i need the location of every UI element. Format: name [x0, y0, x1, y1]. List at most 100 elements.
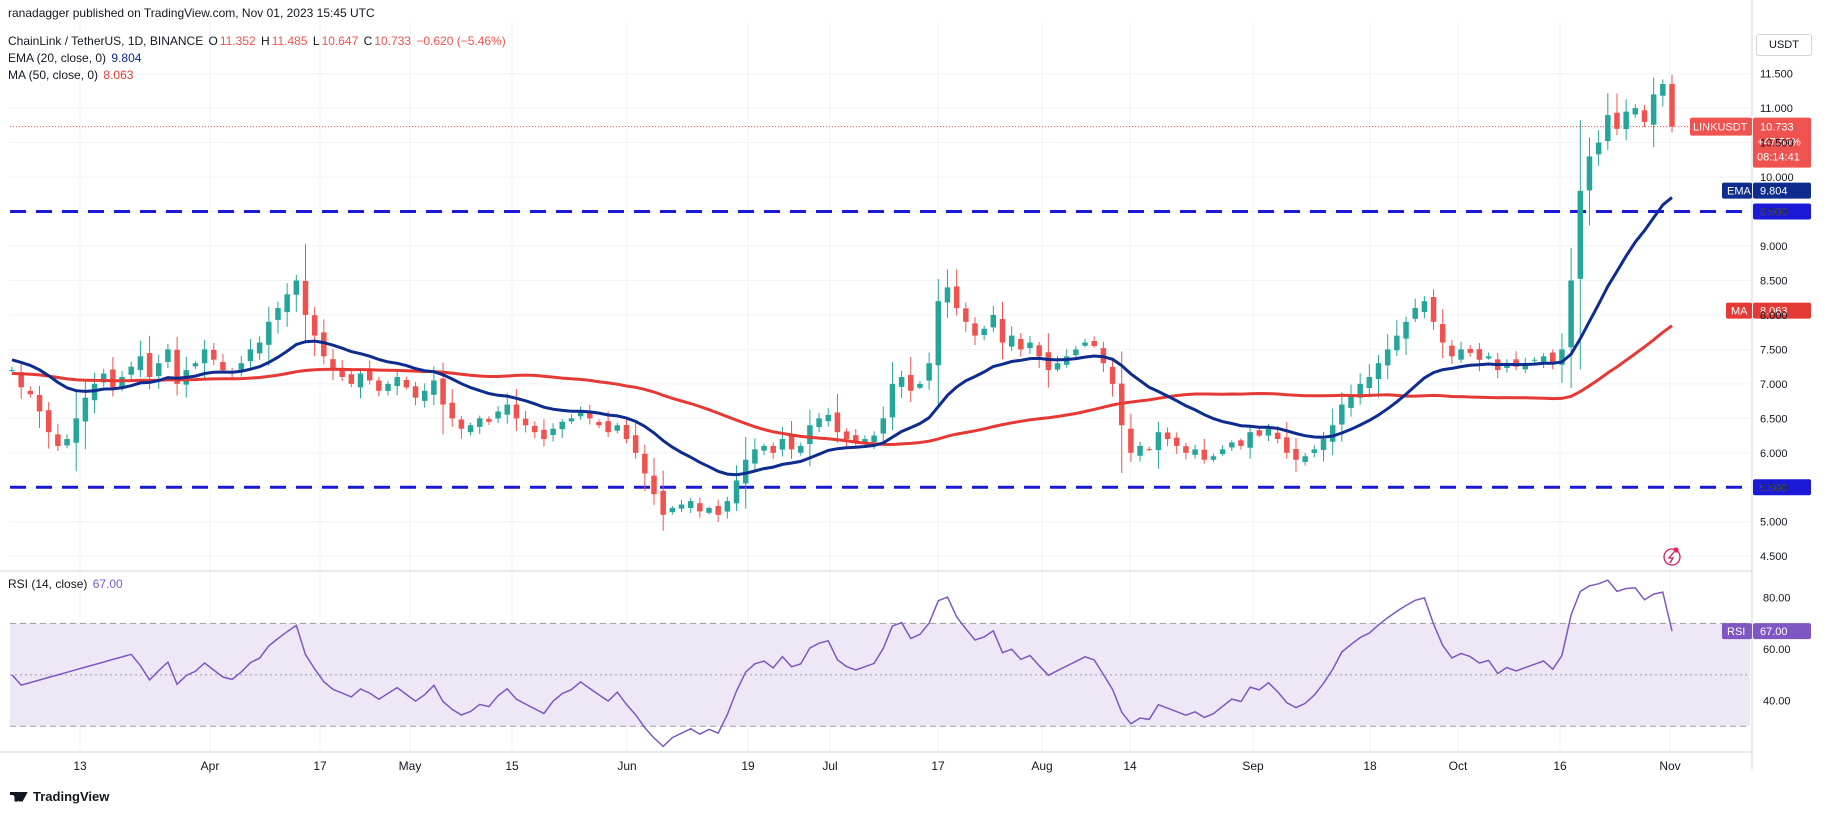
candle-body[interactable]	[82, 397, 89, 422]
candle-body[interactable]	[1559, 349, 1565, 365]
candle-body[interactable]	[1540, 356, 1547, 362]
candle-body[interactable]	[27, 390, 34, 395]
candle-body[interactable]	[660, 490, 666, 515]
candle-body[interactable]	[981, 328, 987, 336]
candle-body[interactable]	[1595, 142, 1602, 155]
candle-body[interactable]	[807, 425, 813, 445]
candle-body[interactable]	[1265, 428, 1272, 436]
candle-body[interactable]	[614, 425, 621, 431]
candle-body[interactable]	[871, 435, 877, 443]
candle-body[interactable]	[1329, 425, 1336, 442]
candle-body[interactable]	[55, 434, 61, 446]
candle-body[interactable]	[238, 363, 245, 370]
candle-body[interactable]	[1439, 324, 1446, 343]
candle-body[interactable]	[1550, 352, 1556, 364]
candle-body[interactable]	[999, 319, 1006, 343]
candle-body[interactable]	[1293, 448, 1299, 460]
candle-body[interactable]	[1073, 349, 1079, 356]
candle-body[interactable]	[1036, 345, 1042, 357]
candle-body[interactable]	[632, 435, 639, 453]
candle-body[interactable]	[311, 315, 318, 336]
candle-body[interactable]	[220, 361, 226, 371]
candle-body[interactable]	[1485, 356, 1492, 359]
candle-body[interactable]	[1146, 449, 1152, 451]
candle-body[interactable]	[651, 475, 657, 495]
candle-body[interactable]	[559, 421, 566, 430]
candle-body[interactable]	[550, 428, 556, 435]
candle-body[interactable]	[266, 321, 272, 345]
candle-body[interactable]	[449, 402, 455, 419]
candle-body[interactable]	[1210, 456, 1217, 460]
candle-body[interactable]	[100, 373, 107, 383]
candle-body[interactable]	[596, 422, 602, 426]
candle-body[interactable]	[1605, 115, 1611, 142]
candle-body[interactable]	[1577, 190, 1584, 279]
candle-body[interactable]	[1082, 342, 1088, 346]
candle-body[interactable]	[1669, 83, 1675, 127]
candle-body[interactable]	[862, 439, 868, 444]
candle-body[interactable]	[192, 363, 199, 367]
candle-body[interactable]	[284, 294, 290, 313]
candle-body[interactable]	[1513, 359, 1519, 367]
candle-body[interactable]	[917, 383, 923, 388]
candle-body[interactable]	[128, 366, 134, 375]
candle-body[interactable]	[9, 370, 15, 372]
candle-body[interactable]	[1641, 110, 1648, 122]
tradingview-logo[interactable]: TradingView	[10, 789, 109, 804]
candle-body[interactable]	[1339, 404, 1345, 425]
candle-body[interactable]	[137, 356, 144, 371]
candle-body[interactable]	[467, 425, 474, 433]
candle-body[interactable]	[880, 418, 887, 434]
candle-body[interactable]	[73, 418, 79, 443]
candle-body[interactable]	[385, 383, 391, 391]
candle-body[interactable]	[366, 370, 373, 381]
candle-body[interactable]	[1522, 363, 1529, 370]
candle-body[interactable]	[64, 439, 70, 446]
candle-body[interactable]	[376, 380, 382, 391]
candle-body[interactable]	[522, 418, 529, 426]
candle-body[interactable]	[697, 503, 703, 512]
candle-body[interactable]	[165, 349, 171, 362]
candle-body[interactable]	[669, 507, 676, 513]
candle-body[interactable]	[339, 368, 345, 377]
candle-body[interactable]	[412, 386, 419, 398]
candle-body[interactable]	[1421, 301, 1428, 313]
candle-body[interactable]	[724, 501, 731, 512]
candle-body[interactable]	[761, 445, 767, 451]
candle-body[interactable]	[898, 376, 905, 387]
candle-body[interactable]	[1054, 363, 1061, 370]
candle-body[interactable]	[431, 380, 437, 395]
candle-body[interactable]	[1430, 297, 1437, 322]
candle-body[interactable]	[944, 287, 951, 303]
candle-body[interactable]	[1394, 335, 1400, 351]
candle-body[interactable]	[1449, 345, 1455, 357]
candle-body[interactable]	[568, 418, 575, 422]
candle-body[interactable]	[201, 349, 208, 364]
candle-body[interactable]	[18, 372, 24, 388]
candle-body[interactable]	[587, 411, 593, 419]
candle-body[interactable]	[45, 410, 52, 433]
candle-body[interactable]	[1614, 112, 1620, 129]
candle-body[interactable]	[742, 459, 749, 484]
candle-body[interactable]	[1137, 445, 1143, 456]
candle-body[interactable]	[1201, 449, 1208, 460]
candle-body[interactable]	[1008, 335, 1015, 347]
candle-body[interactable]	[513, 404, 520, 419]
candle-body[interactable]	[146, 353, 153, 377]
candle-body[interactable]	[476, 418, 483, 427]
candle-body[interactable]	[1229, 442, 1235, 448]
candle-body[interactable]	[779, 439, 786, 450]
candle-body[interactable]	[36, 394, 43, 412]
candle-body[interactable]	[1238, 440, 1244, 446]
candle-body[interactable]	[853, 435, 859, 443]
candle-body[interactable]	[532, 425, 538, 433]
candle-body[interactable]	[687, 501, 694, 508]
candle-body[interactable]	[1412, 308, 1418, 319]
alert-icon[interactable]	[1663, 547, 1681, 566]
currency-button[interactable]: USDT	[1756, 34, 1812, 56]
candle-body[interactable]	[1247, 432, 1253, 448]
candle-body[interactable]	[1458, 349, 1464, 360]
candle-body[interactable]	[1109, 366, 1116, 384]
candle-body[interactable]	[1311, 449, 1318, 453]
